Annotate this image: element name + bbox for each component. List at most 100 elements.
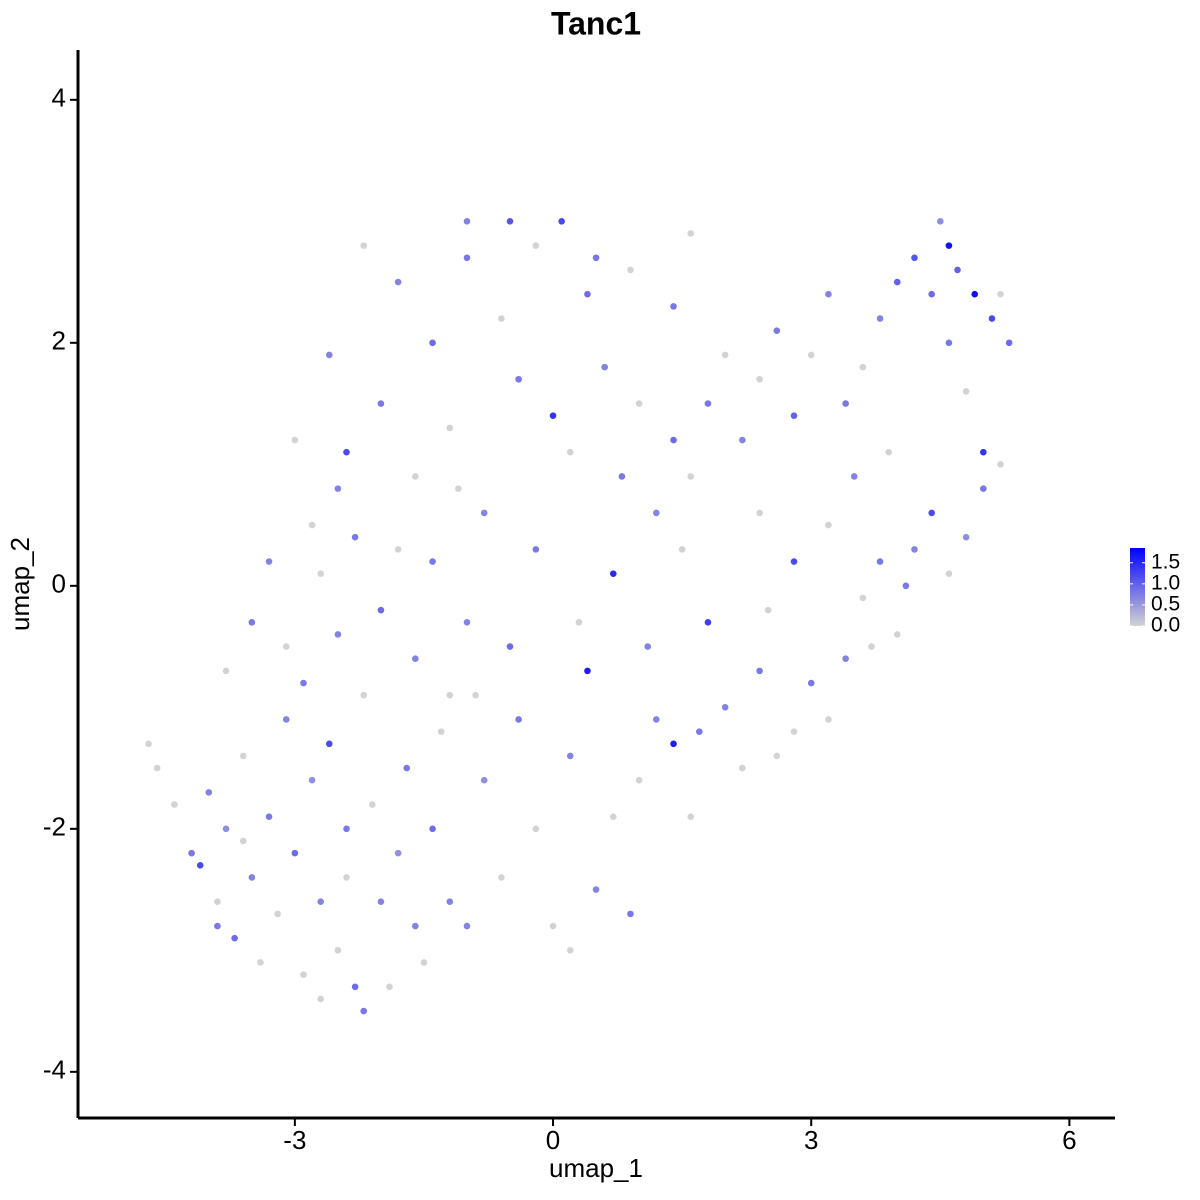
point bbox=[566, 448, 574, 456]
point bbox=[670, 303, 677, 310]
point bbox=[222, 667, 230, 675]
point bbox=[334, 485, 342, 492]
point bbox=[739, 764, 746, 772]
point bbox=[928, 290, 935, 298]
point bbox=[506, 643, 514, 650]
point bbox=[334, 947, 342, 954]
point bbox=[480, 509, 488, 517]
y-tick-label: 0 bbox=[52, 569, 66, 599]
x-axis-label: umap_1 bbox=[549, 1153, 643, 1183]
point bbox=[825, 290, 832, 298]
point bbox=[997, 290, 1004, 298]
point bbox=[756, 509, 763, 517]
point bbox=[300, 679, 307, 687]
point bbox=[618, 473, 626, 480]
point bbox=[670, 436, 677, 444]
point bbox=[670, 740, 677, 748]
point bbox=[282, 716, 290, 723]
point bbox=[394, 278, 402, 286]
point bbox=[334, 631, 342, 638]
point bbox=[308, 776, 316, 784]
point bbox=[756, 667, 763, 675]
point bbox=[317, 995, 324, 1003]
point bbox=[463, 218, 471, 225]
point bbox=[653, 509, 660, 517]
point bbox=[893, 278, 901, 286]
point bbox=[584, 667, 591, 675]
point bbox=[291, 436, 299, 444]
point bbox=[412, 655, 419, 663]
point bbox=[876, 558, 884, 565]
point bbox=[962, 533, 970, 541]
point bbox=[945, 570, 953, 577]
legend-tick-label: 1.0 bbox=[1151, 571, 1180, 594]
point bbox=[558, 218, 565, 225]
point bbox=[351, 983, 359, 991]
point bbox=[498, 874, 505, 881]
point bbox=[429, 825, 436, 833]
point bbox=[532, 546, 540, 553]
point bbox=[214, 922, 221, 930]
point bbox=[360, 1007, 368, 1015]
point bbox=[343, 874, 350, 881]
point bbox=[394, 546, 402, 553]
point bbox=[954, 266, 961, 274]
point bbox=[455, 485, 462, 492]
point bbox=[790, 558, 798, 565]
point bbox=[498, 315, 505, 322]
point bbox=[549, 412, 557, 420]
point bbox=[609, 813, 617, 820]
point bbox=[343, 825, 350, 833]
point bbox=[412, 922, 419, 930]
x-tick-label: 3 bbox=[804, 1125, 818, 1155]
point bbox=[635, 776, 643, 784]
point bbox=[773, 752, 781, 760]
y-tick-label: -4 bbox=[43, 1055, 66, 1085]
point bbox=[980, 448, 987, 456]
point bbox=[566, 752, 574, 760]
point bbox=[437, 728, 445, 735]
point bbox=[687, 473, 695, 480]
point bbox=[377, 898, 385, 906]
point bbox=[145, 740, 152, 748]
point bbox=[446, 898, 454, 906]
point bbox=[790, 728, 798, 735]
point bbox=[592, 886, 600, 893]
point bbox=[412, 473, 419, 480]
point bbox=[980, 485, 987, 492]
point bbox=[928, 509, 935, 517]
point bbox=[575, 618, 583, 626]
point bbox=[369, 801, 376, 808]
point bbox=[463, 618, 471, 626]
point bbox=[446, 424, 454, 432]
point bbox=[825, 521, 832, 529]
point bbox=[265, 558, 273, 565]
point bbox=[566, 947, 574, 954]
point bbox=[188, 849, 195, 857]
point bbox=[532, 825, 540, 833]
y-tick-label: 2 bbox=[52, 326, 66, 356]
point bbox=[325, 740, 333, 748]
point bbox=[644, 643, 652, 650]
point bbox=[506, 218, 514, 225]
point bbox=[790, 412, 798, 420]
point bbox=[842, 400, 849, 407]
point bbox=[902, 582, 910, 590]
point bbox=[472, 691, 479, 699]
point bbox=[248, 618, 256, 626]
point bbox=[317, 570, 324, 577]
point bbox=[678, 546, 686, 553]
point bbox=[360, 691, 368, 699]
point bbox=[351, 533, 359, 541]
point bbox=[222, 825, 230, 833]
point bbox=[549, 922, 557, 930]
point bbox=[308, 521, 316, 529]
point bbox=[265, 813, 273, 820]
point bbox=[325, 351, 333, 359]
point bbox=[842, 655, 849, 663]
point bbox=[317, 898, 324, 906]
point bbox=[231, 934, 238, 942]
point bbox=[773, 327, 781, 334]
point bbox=[807, 351, 815, 359]
